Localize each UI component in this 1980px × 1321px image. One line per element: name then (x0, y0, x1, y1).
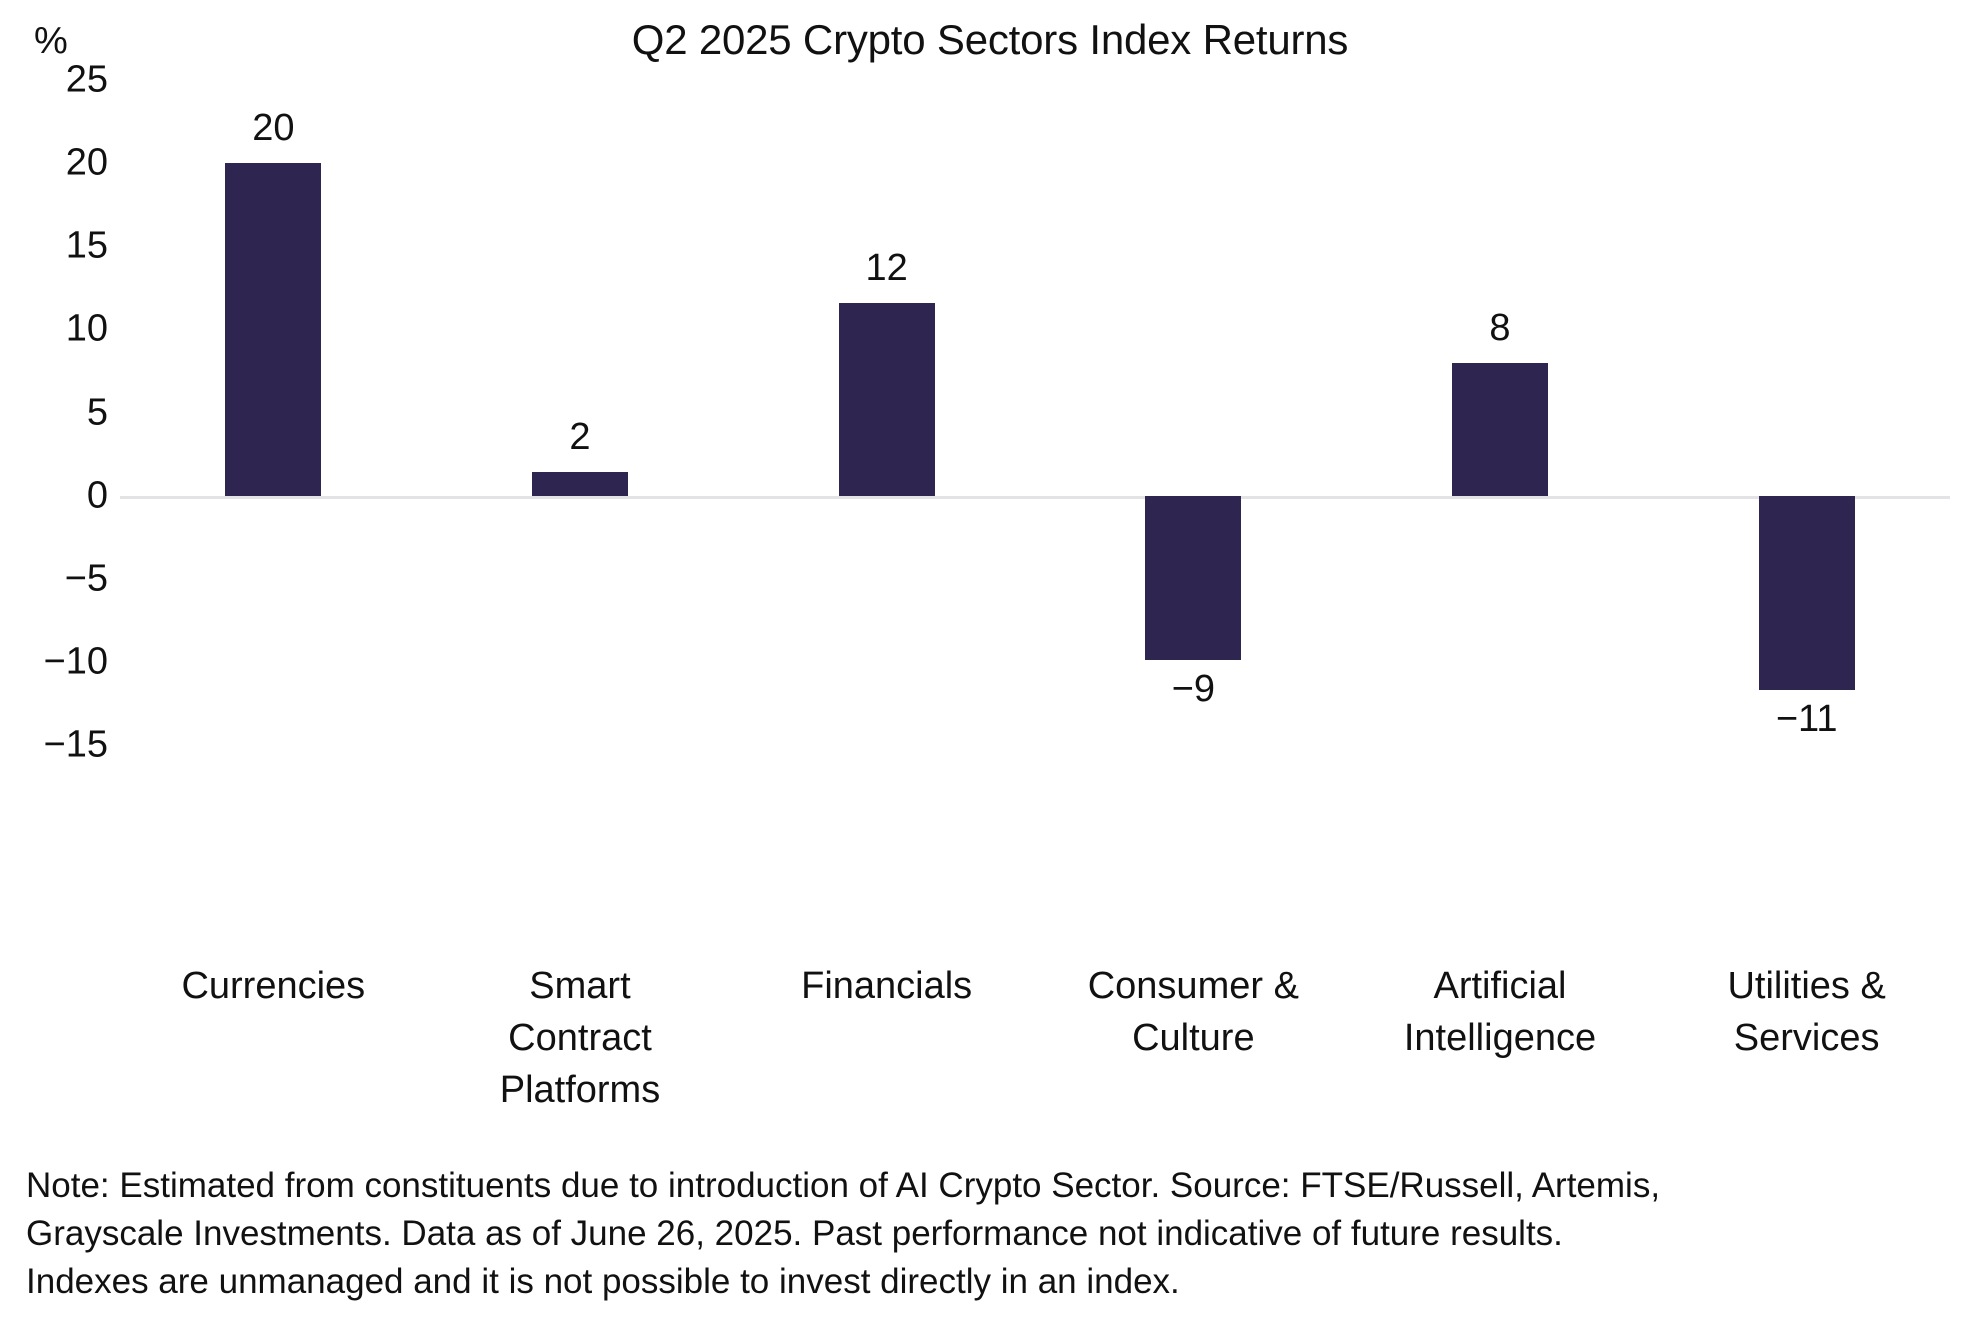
x-axis-category-label: Financials (733, 960, 1040, 1012)
bar-value-label: −11 (1775, 698, 1838, 741)
x-axis-category-label-line: Artificial (1433, 965, 1567, 1007)
bar-group: −11 (1653, 80, 1960, 745)
bar[interactable] (838, 302, 935, 496)
footnote-line-1: Note: Estimated from constituents due to… (26, 1166, 1661, 1205)
x-axis-category-label: Utilities & Services (1653, 960, 1960, 1064)
bar-group: 20 (120, 80, 427, 745)
footnote-line-2: Grayscale Investments. Data as of June 2… (26, 1214, 1563, 1253)
y-axis-tick-label: 0 (86, 474, 108, 517)
x-axis-category-labels: Currencies Smart Contract Platforms Financia… (120, 960, 1960, 1120)
x-axis-category-label-line: Services (1733, 1017, 1880, 1059)
bar-value-label: 12 (865, 246, 908, 289)
y-axis-tick-label: 20 (65, 141, 108, 184)
bar-value-label: 20 (252, 107, 295, 150)
x-axis-category-label-line: Utilities & (1727, 965, 1886, 1007)
bar[interactable] (1145, 495, 1242, 661)
bar[interactable] (1758, 495, 1855, 691)
bar-value-label: 2 (569, 416, 591, 459)
y-axis-tick-label: 10 (65, 307, 108, 350)
x-axis-category-label-line: Smart (529, 965, 631, 1007)
bar-group: 8 (1347, 80, 1654, 745)
y-axis-tick-labels: 25 20 15 10 5 0 −5 −10 −15 (0, 59, 108, 766)
y-axis-unit-label: % (34, 20, 68, 62)
y-axis-tick-label: −15 (43, 723, 108, 766)
x-axis-category-label-line: Currencies (181, 965, 366, 1007)
x-axis-category-label: Smart Contract Platforms (427, 960, 734, 1116)
bar[interactable] (225, 163, 322, 496)
x-axis-category-label-line: Intelligence (1403, 1017, 1597, 1059)
zero-baseline (120, 495, 1950, 499)
y-axis-tick-label: 15 (65, 224, 108, 267)
bar-value-label: −9 (1171, 668, 1215, 711)
y-axis-tick-label: 25 (65, 58, 108, 101)
bar-value-label: 8 (1489, 306, 1511, 349)
x-axis-category-label-line: Consumer & (1087, 965, 1299, 1007)
bar[interactable] (1451, 362, 1548, 496)
bar-group: −9 (1040, 80, 1347, 745)
x-axis-category-label-line: Platforms (499, 1069, 661, 1111)
x-axis-category-label-line: Contract (508, 1017, 652, 1059)
x-axis-category-label-line: Culture (1132, 1017, 1255, 1059)
x-axis-category-label-line: Financials (801, 965, 973, 1007)
y-axis-tick-label: −5 (64, 557, 108, 600)
x-axis-category-label: Artificial Intelligence (1347, 960, 1654, 1064)
y-axis-tick-label: −10 (43, 640, 108, 683)
x-axis-category-label: Currencies (120, 960, 427, 1012)
bar-group: 12 (733, 80, 1040, 745)
bars-layer: 20 2 12 −9 8 −11 (120, 80, 1960, 745)
y-axis-tick-label: 5 (86, 391, 108, 433)
bar-group: 2 (427, 80, 734, 745)
bar[interactable] (531, 472, 628, 496)
footnote-line-3: Indexes are unmanaged and it is not poss… (26, 1262, 1180, 1301)
footnote: Note: Estimated from constituents due to… (26, 1162, 1961, 1306)
page-title: Q2 2025 Crypto Sectors Index Returns (631, 16, 1349, 63)
x-axis-category-label: Consumer & Culture (1040, 960, 1347, 1064)
